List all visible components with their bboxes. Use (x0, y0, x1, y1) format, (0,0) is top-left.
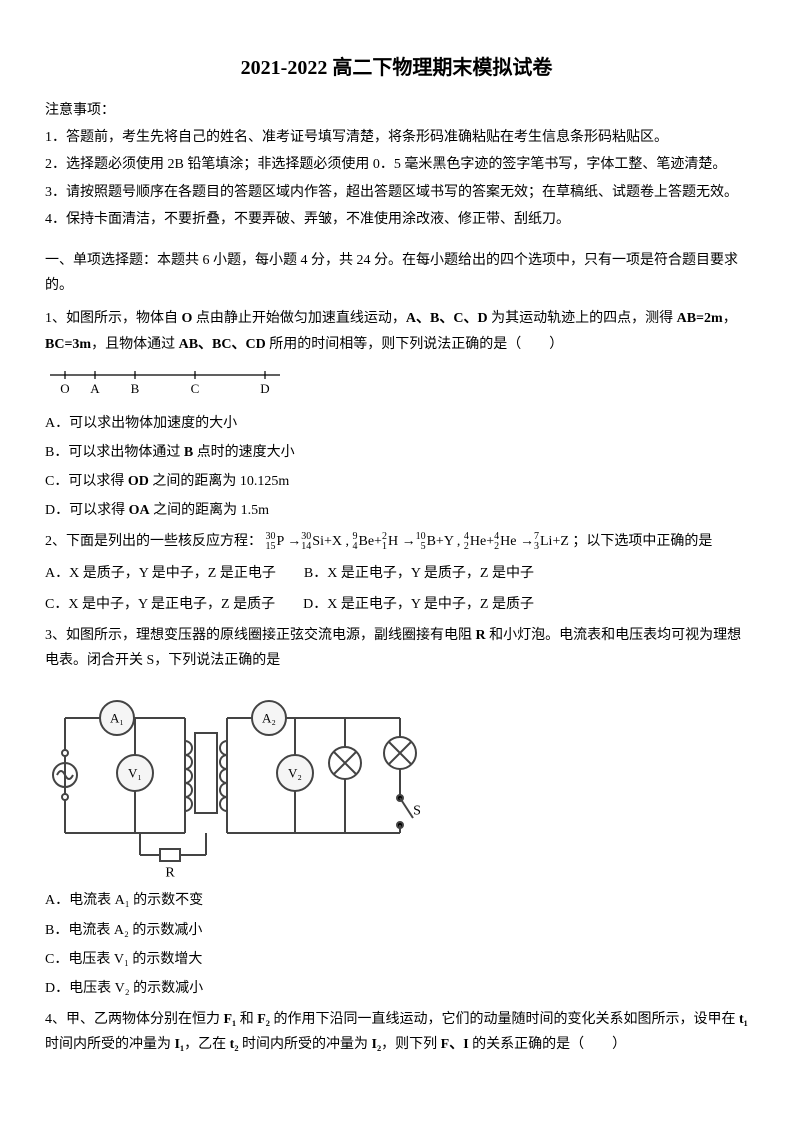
q2-reaction-1: 3015P →3014Si+X , (266, 534, 353, 549)
svg-text:B: B (131, 381, 140, 396)
notice-list: 1．答题前，考生先将自己的姓名、准考证号填写清楚，将条形码准确粘贴在考生信息条形… (45, 125, 748, 232)
q3-optC: C．电压表 V₁ 的示数增大 (45, 947, 748, 972)
svg-text:S: S (413, 804, 421, 819)
notice-item: 4．保持卡面清洁，不要折叠，不要弄破、弄皱，不准使用涂改液、修正带、刮纸刀。 (45, 207, 748, 232)
q2-reaction-2: 94Be+21H →105B+Y , (352, 534, 463, 549)
q2-options-row1: A．X 是质子，Y 是中子，Z 是正电子 B．X 是正电子，Y 是质子，Z 是中… (45, 561, 748, 586)
q3-diagram: A₁ V₁ A₂ V₂ S R (45, 683, 748, 878)
question-1: 1、如图所示，物体自 O 点由静止开始做匀加速直线运动，A、B、C、D 为其运动… (45, 306, 748, 356)
svg-text:D: D (260, 381, 269, 396)
q2-options-row2: C．X 是中子，Y 是正电子，Z 是质子 D．X 是正电子，Y 是中子，Z 是质… (45, 592, 748, 617)
svg-text:A₂: A₂ (262, 711, 276, 726)
q3-stem: 3、如图所示，理想变压器的原线圈接正弦交流电源，副线圈接有电阻 (45, 628, 476, 643)
q1-diagram: OABCD (45, 367, 748, 401)
svg-text:C: C (191, 381, 200, 396)
question-3: 3、如图所示，理想变压器的原线圈接正弦交流电源，副线圈接有电阻 R 和小灯泡。电… (45, 623, 748, 673)
q3-optB: B．电流表 A₂ 的示数减小 (45, 918, 748, 943)
q2-optC: C．X 是中子，Y 是正电子，Z 是质子 (45, 592, 275, 617)
q1-optA: A．可以求出物体加速度的大小 (45, 411, 748, 436)
q1-optB: B．可以求出物体通过 B 点时的速度大小 (45, 440, 748, 465)
notice-item: 3．请按照题号顺序在各题目的答题区域内作答，超出答题区域书写的答案无效；在草稿纸… (45, 180, 748, 205)
notice-item: 2．选择题必须使用 2B 铅笔填涂；非选择题必须使用 0．5 毫米黑色字迹的签字… (45, 152, 748, 177)
question-4: 4、甲、乙两物体分别在恒力 F₁ 和 F₂ 的作用下沿同一直线运动，它们的动量随… (45, 1007, 748, 1057)
notice-heading: 注意事项： (45, 98, 748, 123)
q2-stem: 2、下面是列出的一些核反应方程： (45, 534, 262, 549)
q2-optB: B．X 是正电子，Y 是质子，Z 是中子 (304, 561, 534, 586)
q1-optC: C．可以求得 OD 之间的距离为 10.125m (45, 469, 748, 494)
q1-optD: D．可以求得 OA 之间的距离为 1.5m (45, 498, 748, 523)
q4-stem: 4、甲、乙两物体分别在恒力 (45, 1012, 224, 1027)
q3-optD: D．电压表 V₂ 的示数减小 (45, 976, 748, 1001)
svg-text:A₁: A₁ (110, 711, 124, 726)
svg-text:A: A (90, 381, 100, 396)
page-title: 2021-2022 高二下物理期末模拟试卷 (45, 50, 748, 86)
q2-optA: A．X 是质子，Y 是中子，Z 是正电子 (45, 561, 276, 586)
section-intro: 一、单项选择题：本题共 6 小题，每小题 4 分，共 24 分。在每小题给出的四… (45, 248, 748, 298)
q3-optA: A．电流表 A₁ 的示数不变 (45, 888, 748, 913)
q1-axis-svg: OABCD (45, 367, 285, 401)
svg-text:O: O (60, 381, 69, 396)
notice-item: 1．答题前，考生先将自己的姓名、准考证号填写清楚，将条形码准确粘贴在考生信息条形… (45, 125, 748, 150)
svg-text:V₂: V₂ (288, 766, 302, 781)
svg-text:V₁: V₁ (128, 766, 142, 781)
q1-O: O (182, 311, 193, 326)
q3-circuit-svg: A₁ V₁ A₂ V₂ S R (45, 683, 425, 878)
q1-stem: 1、如图所示，物体自 (45, 311, 182, 326)
q1-pts: A、B、C、D (406, 311, 488, 326)
q2-reaction-3: 42He+42He →73Li+Z (464, 534, 572, 549)
svg-text:R: R (165, 866, 175, 879)
q2-optD: D．X 是正电子，Y 是中子，Z 是质子 (303, 592, 534, 617)
question-2: 2、下面是列出的一些核反应方程： 3015P →3014Si+X , 94Be+… (45, 529, 748, 554)
